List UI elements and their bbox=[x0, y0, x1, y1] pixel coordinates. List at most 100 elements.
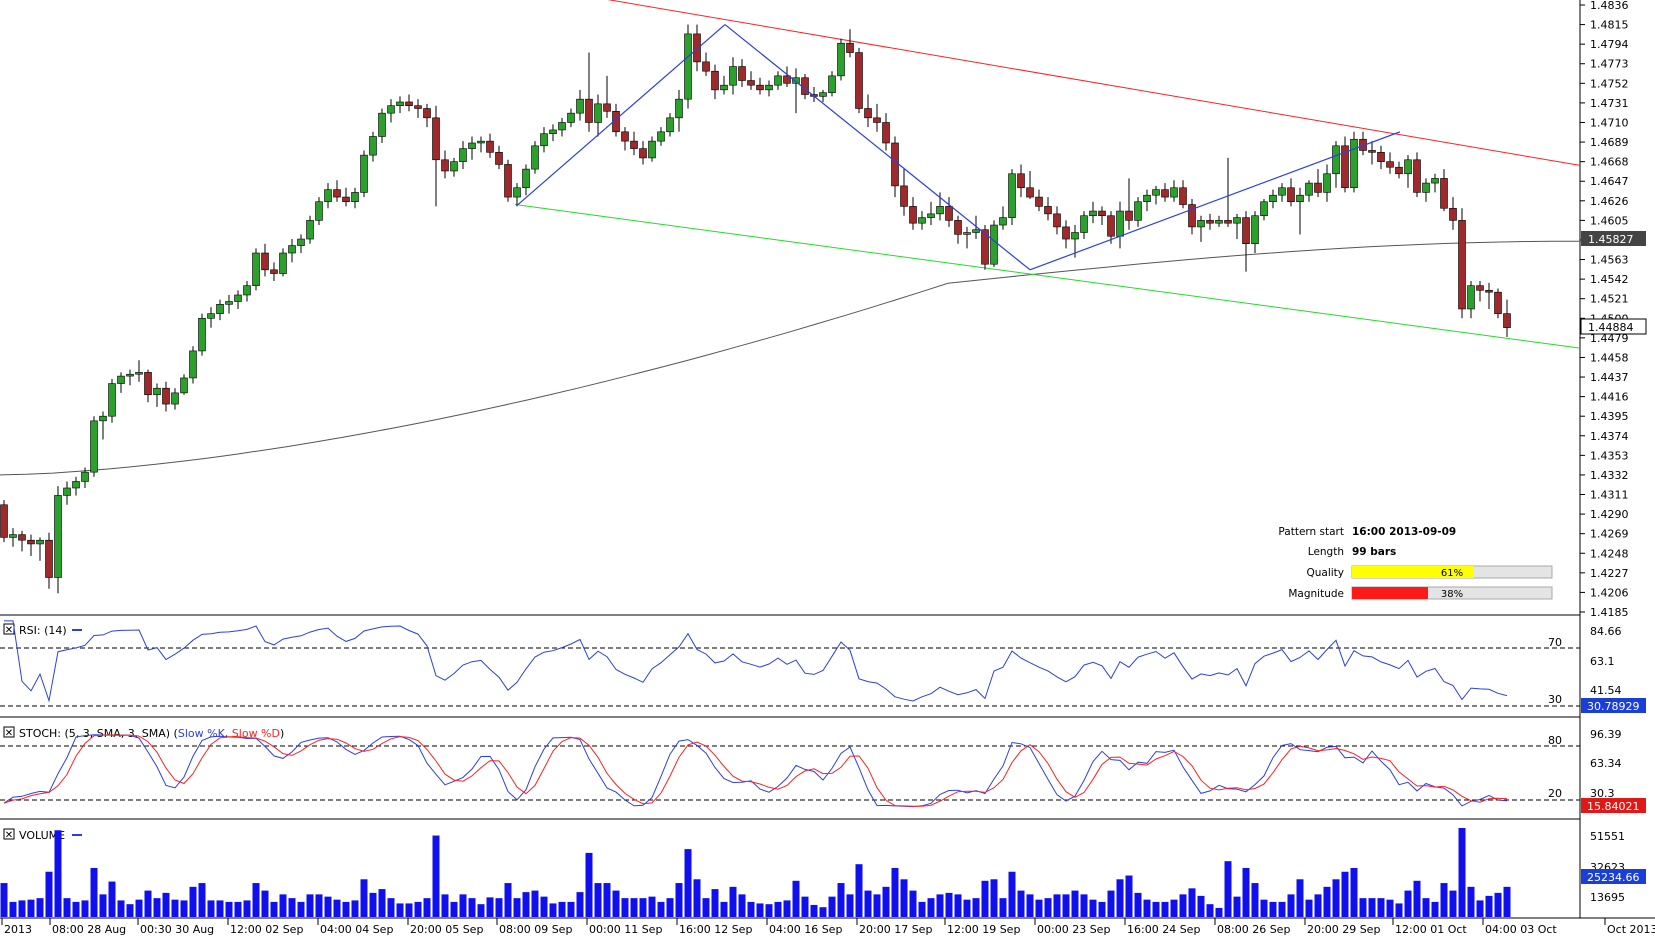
volume-bar bbox=[558, 901, 566, 917]
candle-body bbox=[342, 196, 350, 203]
volume-bar bbox=[54, 830, 62, 917]
candle-body bbox=[306, 220, 314, 240]
volume-bar bbox=[414, 901, 422, 917]
candle-body bbox=[396, 101, 404, 107]
candle-body bbox=[234, 294, 242, 302]
candle-body bbox=[666, 117, 674, 133]
volume-bar bbox=[1116, 879, 1124, 917]
volume-bar bbox=[990, 879, 998, 917]
price-axis-label: 1.4269 bbox=[1590, 528, 1629, 541]
rsi-level-30-label: 30 bbox=[1548, 693, 1562, 706]
volume-bar bbox=[234, 901, 242, 917]
volume-bar bbox=[1134, 892, 1142, 917]
volume-bar bbox=[522, 892, 530, 917]
volume-bar bbox=[846, 894, 854, 917]
candle-body bbox=[972, 229, 980, 233]
volume-bar bbox=[1341, 871, 1349, 917]
candle-body bbox=[639, 148, 647, 159]
candle-body bbox=[1503, 313, 1511, 328]
price-axis-label: 1.4752 bbox=[1590, 77, 1629, 90]
length-label: Length bbox=[1308, 546, 1344, 558]
volume-bar bbox=[342, 901, 350, 917]
volume-bar bbox=[720, 901, 728, 917]
candle-body bbox=[963, 232, 971, 235]
volume-bar bbox=[1170, 899, 1178, 917]
candle-body bbox=[648, 140, 656, 159]
candle-body bbox=[1152, 189, 1160, 196]
price-axis-label: 1.4248 bbox=[1590, 547, 1629, 560]
time-axis-label: 12:00 19 Sep bbox=[947, 923, 1020, 936]
volume-bar bbox=[396, 903, 404, 917]
candle-body bbox=[189, 350, 197, 379]
candle-body bbox=[792, 77, 800, 84]
volume-bar bbox=[1287, 894, 1295, 917]
candle-body bbox=[801, 77, 809, 95]
candle-body bbox=[1485, 290, 1493, 293]
candle-body bbox=[18, 534, 26, 541]
time-axis-label: 16:00 12 Sep bbox=[679, 923, 752, 936]
volume-bar bbox=[837, 883, 845, 917]
price-axis-label: 1.4689 bbox=[1590, 136, 1629, 149]
volume-bar bbox=[1224, 861, 1232, 917]
candle-body bbox=[1431, 178, 1439, 184]
candle-body bbox=[1323, 173, 1331, 193]
volume-bar bbox=[900, 879, 908, 917]
candle-body bbox=[477, 140, 485, 144]
volume-bar bbox=[252, 883, 260, 917]
candle-body bbox=[846, 42, 854, 53]
volume-bar bbox=[549, 903, 557, 917]
volume-bar bbox=[738, 894, 746, 917]
close-icon: ✕ bbox=[5, 625, 13, 636]
volume-bar bbox=[1044, 898, 1052, 917]
volume-bar bbox=[1386, 899, 1394, 917]
candle-body bbox=[468, 142, 476, 149]
volume-bar bbox=[864, 890, 872, 917]
time-axis-label: 08:00 09 Sep bbox=[499, 923, 572, 936]
candle-body bbox=[36, 539, 44, 545]
time-axis-label: 20:00 17 Sep bbox=[859, 923, 932, 936]
volume-bar bbox=[567, 901, 575, 917]
candle-body bbox=[999, 217, 1007, 226]
candle-body bbox=[729, 66, 737, 86]
candle-body bbox=[369, 136, 377, 156]
candle-body bbox=[54, 495, 62, 578]
price-axis-label: 1.4395 bbox=[1590, 410, 1629, 423]
volume-bar bbox=[324, 896, 332, 917]
volume-bar bbox=[684, 849, 692, 917]
volume-bar bbox=[1179, 894, 1187, 917]
candle-body bbox=[279, 252, 287, 274]
price-axis-label: 1.4458 bbox=[1590, 351, 1629, 364]
candle-body bbox=[1224, 220, 1232, 224]
volume-bar bbox=[1503, 886, 1511, 917]
price-axis-label: 1.4437 bbox=[1590, 371, 1629, 384]
volume-bar bbox=[1449, 890, 1457, 917]
volume-bar bbox=[639, 898, 647, 917]
volume-toggle-checkbox[interactable] bbox=[3, 828, 15, 840]
volume-bar bbox=[198, 883, 206, 917]
pattern-zigzag-line bbox=[517, 24, 726, 205]
candle-body bbox=[9, 534, 17, 538]
candle-body bbox=[1287, 187, 1295, 203]
volume-bar bbox=[432, 835, 440, 917]
volume-bar bbox=[180, 900, 188, 917]
volume-bar bbox=[351, 900, 359, 917]
stoch-axis-label: 30.3 bbox=[1590, 787, 1615, 800]
volume-bar bbox=[18, 900, 26, 917]
candle-body bbox=[513, 187, 521, 198]
stoch-toggle-checkbox[interactable] bbox=[3, 726, 15, 738]
volume-bar bbox=[621, 898, 629, 917]
magnitude-bar-fill bbox=[1352, 587, 1428, 599]
volume-bar bbox=[405, 903, 413, 917]
stoch-d-line bbox=[3, 734, 1508, 807]
time-axis-label: 16:00 24 Sep bbox=[1127, 923, 1200, 936]
volume-bar bbox=[63, 898, 71, 917]
candle-body bbox=[1458, 220, 1466, 310]
volume-bar bbox=[0, 883, 8, 917]
candle-body bbox=[1233, 217, 1241, 224]
candle-body bbox=[837, 42, 845, 77]
candle-body bbox=[774, 75, 782, 86]
candle-body bbox=[261, 252, 269, 271]
stoch-k-label: Slow %K bbox=[178, 727, 226, 740]
volume-bar bbox=[468, 898, 476, 917]
